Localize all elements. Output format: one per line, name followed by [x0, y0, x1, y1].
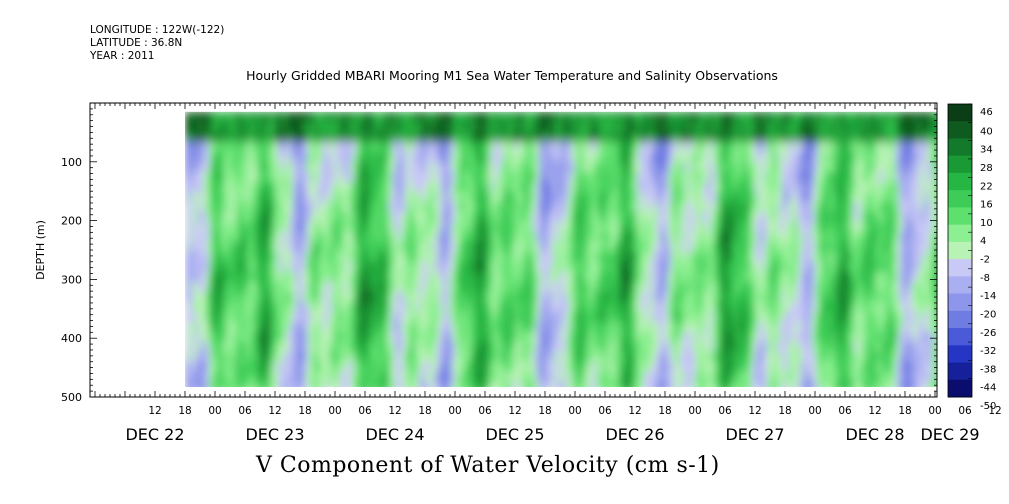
colorbar-swatch — [948, 207, 972, 226]
colorbar: 46 40 34 28 22 16 10 4 -2 -8 -14 -20 -26 -32 -38 -44 -50 — [947, 103, 996, 412]
x-hour-tick: 12 — [268, 405, 281, 417]
x-hour-tick: 18 — [658, 405, 671, 417]
x-hour-tick: 00 — [928, 405, 941, 417]
colorbar-swatch — [948, 310, 972, 329]
x-hour-tick: 00 — [568, 405, 581, 417]
colorbar-label: 10 — [980, 218, 993, 229]
colorbar-label: -14 — [980, 291, 996, 302]
colorbar-label: 16 — [980, 200, 993, 211]
colorbar-label: -20 — [980, 309, 996, 320]
colorbar-swatch — [948, 345, 972, 364]
y-tick-400: 400 — [61, 332, 82, 345]
colorbar-swatch — [948, 172, 972, 191]
x-day-label: DEC 23 — [245, 425, 304, 444]
x-hour-tick: 06 — [598, 405, 612, 417]
x-hour-tick: 06 — [958, 405, 972, 417]
heatmap-field — [90, 103, 937, 397]
colorbar-swatch — [948, 190, 972, 208]
y-tick-300: 300 — [61, 273, 82, 286]
chart-title: Hourly Gridded MBARI Mooring M1 Sea Wate… — [246, 68, 778, 83]
colorbar-label: -32 — [980, 346, 996, 357]
x-hour-tick: 12 — [628, 405, 641, 417]
x-hour-tick: 18 — [778, 405, 791, 417]
x-day-label: DEC 27 — [725, 425, 784, 444]
x-hour-tick: 00 — [808, 405, 821, 417]
x-hour-tick: 18 — [298, 405, 311, 417]
x-day-label: DEC 29 — [920, 425, 979, 444]
x-hour-tick: 06 — [238, 405, 252, 417]
axis-ticks — [89, 102, 937, 398]
x-hour-tick: 06 — [838, 405, 852, 417]
x-day-labels: DEC 22 DEC 23 DEC 24 DEC 25 DEC 26 DEC 27 DEC … — [125, 425, 979, 444]
y-axis-label: DEPTH (m) — [34, 220, 47, 280]
x-hour-tick: 12 — [988, 405, 1001, 417]
colorbar-swatch — [948, 379, 972, 398]
y-tick-200: 200 — [61, 215, 82, 228]
colorbar-label: -8 — [980, 273, 990, 284]
colorbar-label: -50 — [980, 401, 996, 412]
x-hour-tick: 18 — [178, 405, 191, 417]
colorbar-label: 28 — [980, 163, 993, 174]
x-day-label: DEC 26 — [605, 425, 664, 444]
colorbar-swatch — [948, 276, 972, 295]
colorbar-label: -44 — [980, 383, 996, 394]
x-day-label: DEC 28 — [845, 425, 904, 444]
x-day-label: DEC 22 — [125, 425, 184, 444]
x-hour-tick: 06 — [358, 405, 372, 417]
x-day-label: DEC 24 — [365, 425, 424, 444]
colorbar-swatch — [948, 241, 972, 260]
y-tick-labels: 100 200 300 400 500 — [61, 156, 82, 404]
colorbar-swatch — [948, 104, 972, 122]
x-hour-tick: 18 — [898, 405, 911, 417]
x-hour-tick: 00 — [448, 405, 461, 417]
x-hour-tick: 12 — [748, 405, 761, 417]
x-hour-tick: 12 — [868, 405, 881, 417]
x-axis-label: V Component of Water Velocity (cm s-1) — [256, 453, 720, 478]
x-hour-tick: 06 — [718, 405, 732, 417]
colorbar-swatch — [948, 121, 972, 139]
x-hour-tick: 12 — [508, 405, 521, 417]
colorbar-label: 4 — [980, 236, 986, 247]
x-hour-tick: 12 — [148, 405, 161, 417]
colorbar-label: -2 — [980, 255, 990, 266]
x-hour-tick: 18 — [418, 405, 431, 417]
colorbar-swatch — [948, 328, 972, 346]
y-tick-500: 500 — [61, 391, 82, 404]
colorbar-swatch — [948, 155, 972, 174]
x-hour-tick: 12 — [388, 405, 401, 417]
latitude-label: LATITUDE : 36.8N — [90, 37, 183, 49]
year-label: YEAR : 2011 — [90, 50, 155, 62]
x-hour-tick: 00 — [208, 405, 221, 417]
longitude-label: LONGITUDE : 122W(-122) — [90, 24, 225, 36]
x-hour-tick: 06 — [478, 405, 492, 417]
colorbar-swatch — [948, 138, 972, 157]
x-hour-tick: 18 — [538, 405, 551, 417]
colorbar-swatch — [948, 293, 972, 312]
x-day-label: DEC 25 — [485, 425, 544, 444]
colorbar-label: 22 — [980, 181, 993, 192]
colorbar-swatch — [948, 259, 972, 277]
colorbar-swatch — [948, 362, 972, 381]
y-tick-100: 100 — [61, 156, 82, 169]
x-hour-tick: 00 — [328, 405, 341, 417]
colorbar-label: 34 — [980, 145, 993, 156]
colorbar-label: -38 — [980, 364, 996, 375]
x-hour-tick: 00 — [688, 405, 701, 417]
colorbar-label: -26 — [980, 328, 996, 339]
x-tick-labels: 12 18 00 06 12 18 00 06 12 18 00 06 12 18 00 06 12 18 00 06… — [148, 405, 1001, 417]
colorbar-label: 40 — [980, 126, 993, 137]
colorbar-swatch — [948, 224, 972, 243]
colorbar-label: 46 — [980, 107, 993, 118]
